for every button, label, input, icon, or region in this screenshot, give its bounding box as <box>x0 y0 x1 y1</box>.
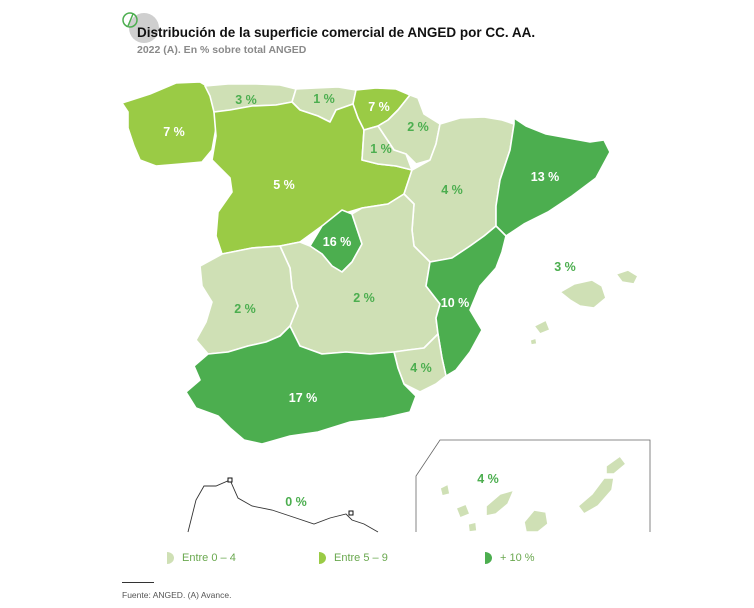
brand-logo-icon <box>118 8 162 48</box>
label-pais-vasco: 7 % <box>368 100 390 114</box>
label-valencia: 10 % <box>441 296 470 310</box>
page-title: Distribución de la superficie comercial … <box>137 25 536 40</box>
label-asturias: 3 % <box>235 93 257 107</box>
label-castilla-leon: 5 % <box>273 178 295 192</box>
label-extremadura: 2 % <box>234 302 256 316</box>
label-murcia: 4 % <box>410 361 432 375</box>
label-aragon: 4 % <box>441 183 463 197</box>
region-andalucia <box>185 325 417 445</box>
label-cantabria: 1 % <box>313 92 335 106</box>
region-canarias <box>439 455 627 533</box>
label-cataluna: 13 % <box>531 170 560 184</box>
legend-medium-icon <box>319 552 326 564</box>
region-baleares <box>529 269 639 346</box>
page-subtitle: 2022 (A). En % sobre total ANGED <box>137 44 307 56</box>
label-madrid: 16 % <box>323 235 352 249</box>
legend-label-dark: + 10 % <box>500 552 535 564</box>
source-note: Fuente: ANGED. (A) Avance. <box>122 590 232 600</box>
legend-label-light: Entre 0 – 4 <box>182 552 236 564</box>
label-canarias: 4 % <box>477 472 499 486</box>
footer-rule <box>122 582 154 583</box>
region-galicia <box>121 81 217 167</box>
label-la-rioja: 1 % <box>370 142 392 156</box>
label-galicia: 7 % <box>163 125 185 139</box>
region-valencia <box>425 225 507 377</box>
label-ceuta-melilla: 0 % <box>285 495 307 509</box>
label-baleares: 3 % <box>554 260 576 274</box>
label-andalucia: 17 % <box>289 391 318 405</box>
legend-label-medium: Entre 5 – 9 <box>334 552 388 564</box>
legend-dark-icon <box>485 552 492 564</box>
region-navarra <box>377 94 441 165</box>
label-castilla-la-mancha: 2 % <box>353 291 375 305</box>
region-cataluna <box>495 117 611 237</box>
region-ceuta-melilla <box>187 477 379 533</box>
legend-light-icon <box>167 552 174 564</box>
label-navarra: 2 % <box>407 120 429 134</box>
canarias-inset-frame <box>415 439 651 532</box>
region-la-rioja <box>361 125 413 171</box>
